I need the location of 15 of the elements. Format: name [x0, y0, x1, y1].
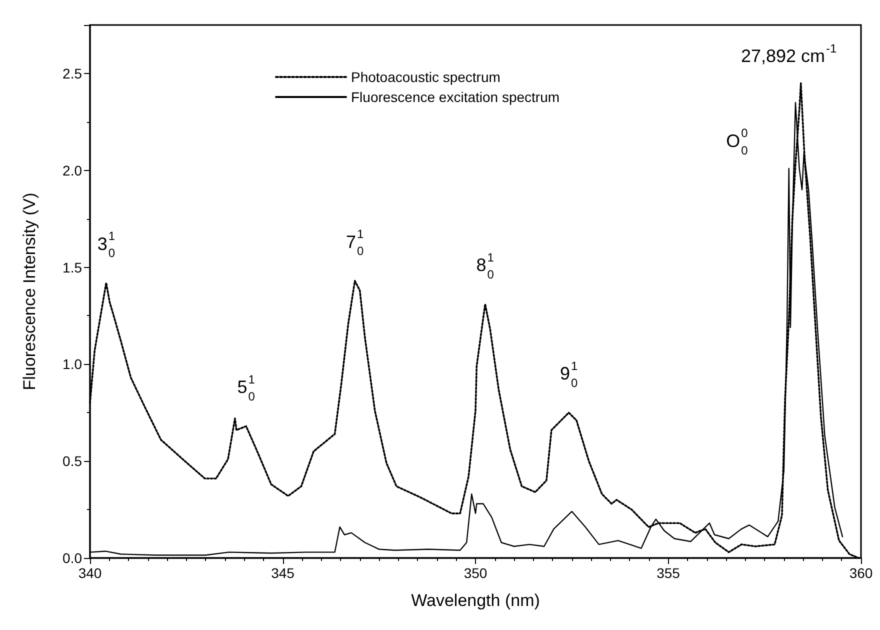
y-tick-label: 1.5	[62, 259, 82, 276]
y-axis-title: Fluorescence Intensity (V)	[20, 192, 39, 390]
legend-label: Fluorescence excitation spectrum	[351, 89, 560, 105]
y-tick-label: 2.5	[62, 65, 82, 82]
y-tick-label: 1.0	[62, 356, 82, 372]
y-tick-label: 0.0	[62, 550, 82, 566]
x-tick-label: 350	[464, 565, 488, 581]
x-axis-title: Wavelength (nm)	[411, 591, 540, 610]
x-tick-label: 355	[656, 565, 680, 581]
x-tick-label: 340	[78, 565, 102, 581]
y-tick-label: 0.5	[62, 453, 82, 470]
x-tick-label: 360	[849, 565, 873, 581]
legend-label: Photoacoustic spectrum	[351, 69, 500, 85]
x-tick-label: 345	[271, 565, 295, 581]
y-tick-label: 2.0	[62, 162, 82, 178]
